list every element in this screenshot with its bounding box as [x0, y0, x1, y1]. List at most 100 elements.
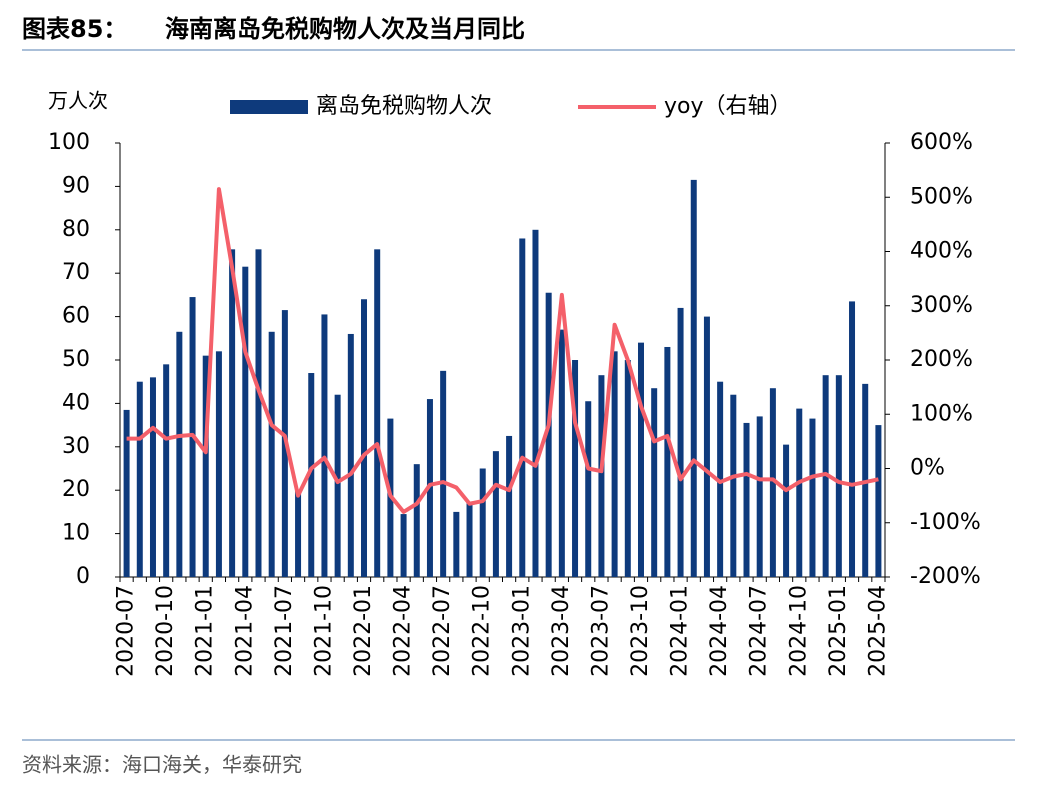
x-tick-label: 2024-07 — [747, 585, 772, 677]
x-tick-label: 2021-07 — [272, 585, 297, 677]
bar — [611, 351, 618, 577]
bar — [532, 229, 539, 578]
bar — [308, 373, 315, 577]
bar — [796, 408, 803, 577]
bar — [334, 394, 341, 577]
x-tick-label: 2025-01 — [826, 585, 851, 677]
y-axis-label: 万人次 — [48, 89, 108, 113]
y2-tick-label: 400% — [910, 239, 973, 264]
bar — [123, 409, 130, 577]
bar — [756, 416, 763, 577]
bar — [664, 346, 671, 577]
x-tick-label: 2025-04 — [865, 585, 890, 677]
bar — [598, 375, 605, 577]
y-tick-label: 60 — [62, 304, 90, 329]
y-tick-label: 90 — [62, 173, 90, 198]
bar — [558, 329, 565, 577]
bar — [347, 333, 354, 577]
bar — [321, 314, 328, 577]
bar — [783, 444, 790, 577]
x-tick-label: 2023-07 — [588, 585, 613, 677]
bar — [163, 364, 170, 577]
bar — [585, 401, 592, 577]
bar — [545, 292, 552, 577]
x-tick-label: 2023-01 — [509, 585, 534, 677]
y2-tick-label: 300% — [910, 293, 973, 318]
bar — [479, 468, 486, 577]
bar — [361, 299, 368, 577]
bar — [268, 331, 275, 577]
bar — [400, 514, 407, 577]
x-tick-label: 2022-04 — [391, 585, 416, 677]
y-tick-label: 70 — [62, 260, 90, 285]
bar — [440, 370, 447, 577]
bar — [875, 425, 882, 577]
bar — [624, 360, 631, 577]
x-tick-label: 2022-01 — [351, 585, 376, 677]
x-tick-label: 2024-01 — [668, 585, 693, 677]
y2-tick-label: 200% — [910, 347, 973, 372]
bar — [835, 375, 842, 577]
y-tick-label: 100 — [48, 130, 90, 155]
y2-tick-label: -100% — [910, 510, 981, 535]
bar — [242, 266, 249, 577]
y2-tick-label: -200% — [910, 564, 981, 589]
bar — [506, 435, 513, 577]
bar — [677, 307, 684, 577]
y-tick-label: 10 — [62, 521, 90, 546]
bar — [690, 179, 697, 577]
x-tick-label: 2021-04 — [232, 585, 257, 677]
y-tick-label: 30 — [62, 434, 90, 459]
bar — [229, 249, 236, 577]
bar — [572, 360, 579, 577]
bar — [703, 316, 710, 577]
x-tick-label: 2024-04 — [707, 585, 732, 677]
x-tick-label: 2023-10 — [628, 585, 653, 677]
figure-number: 图表85： — [22, 15, 127, 43]
bar — [769, 388, 776, 577]
y-tick-label: 50 — [62, 347, 90, 372]
y2-tick-label: 100% — [910, 401, 973, 426]
y-tick-label: 40 — [62, 390, 90, 415]
bar — [413, 464, 420, 577]
bar — [849, 301, 856, 577]
chart-title: 海南离岛免税购物人次及当月同比 — [165, 15, 525, 43]
bar — [202, 355, 209, 577]
line — [126, 187, 879, 514]
legend-label: yoy（右轴） — [664, 94, 792, 119]
legend-swatch — [230, 100, 308, 114]
x-tick-label: 2021-10 — [311, 585, 336, 677]
bar — [651, 388, 658, 577]
y-tick-label: 80 — [62, 217, 90, 242]
bar — [374, 249, 381, 577]
x-tick-label: 2024-10 — [786, 585, 811, 677]
bar — [149, 377, 156, 577]
y-tick-label: 20 — [62, 477, 90, 502]
bar — [809, 418, 816, 577]
x-tick-label: 2022-07 — [430, 585, 455, 677]
x-tick-label: 2023-04 — [549, 585, 574, 677]
x-tick-label: 2021-01 — [193, 585, 218, 677]
legend-label: 离岛免税购物人次 — [316, 94, 492, 119]
bar — [492, 451, 499, 577]
bar — [215, 351, 222, 577]
bar — [717, 381, 724, 577]
bar — [637, 342, 644, 577]
x-tick-label: 2020-10 — [153, 585, 178, 677]
bar — [453, 511, 460, 577]
bar — [466, 503, 473, 577]
bar — [519, 238, 526, 578]
y-tick-label: 0 — [76, 564, 90, 589]
bar — [295, 490, 302, 577]
y2-tick-label: 0% — [910, 456, 945, 481]
x-tick-label: 2022-10 — [470, 585, 495, 677]
bar — [255, 249, 262, 577]
bar — [136, 381, 143, 577]
y2-tick-label: 500% — [910, 184, 973, 209]
bar — [176, 331, 183, 577]
source-note: 资料来源：海口海关，华泰研究 — [22, 753, 302, 777]
bar — [743, 422, 750, 577]
y2-tick-label: 600% — [910, 130, 973, 155]
bar — [730, 394, 737, 577]
